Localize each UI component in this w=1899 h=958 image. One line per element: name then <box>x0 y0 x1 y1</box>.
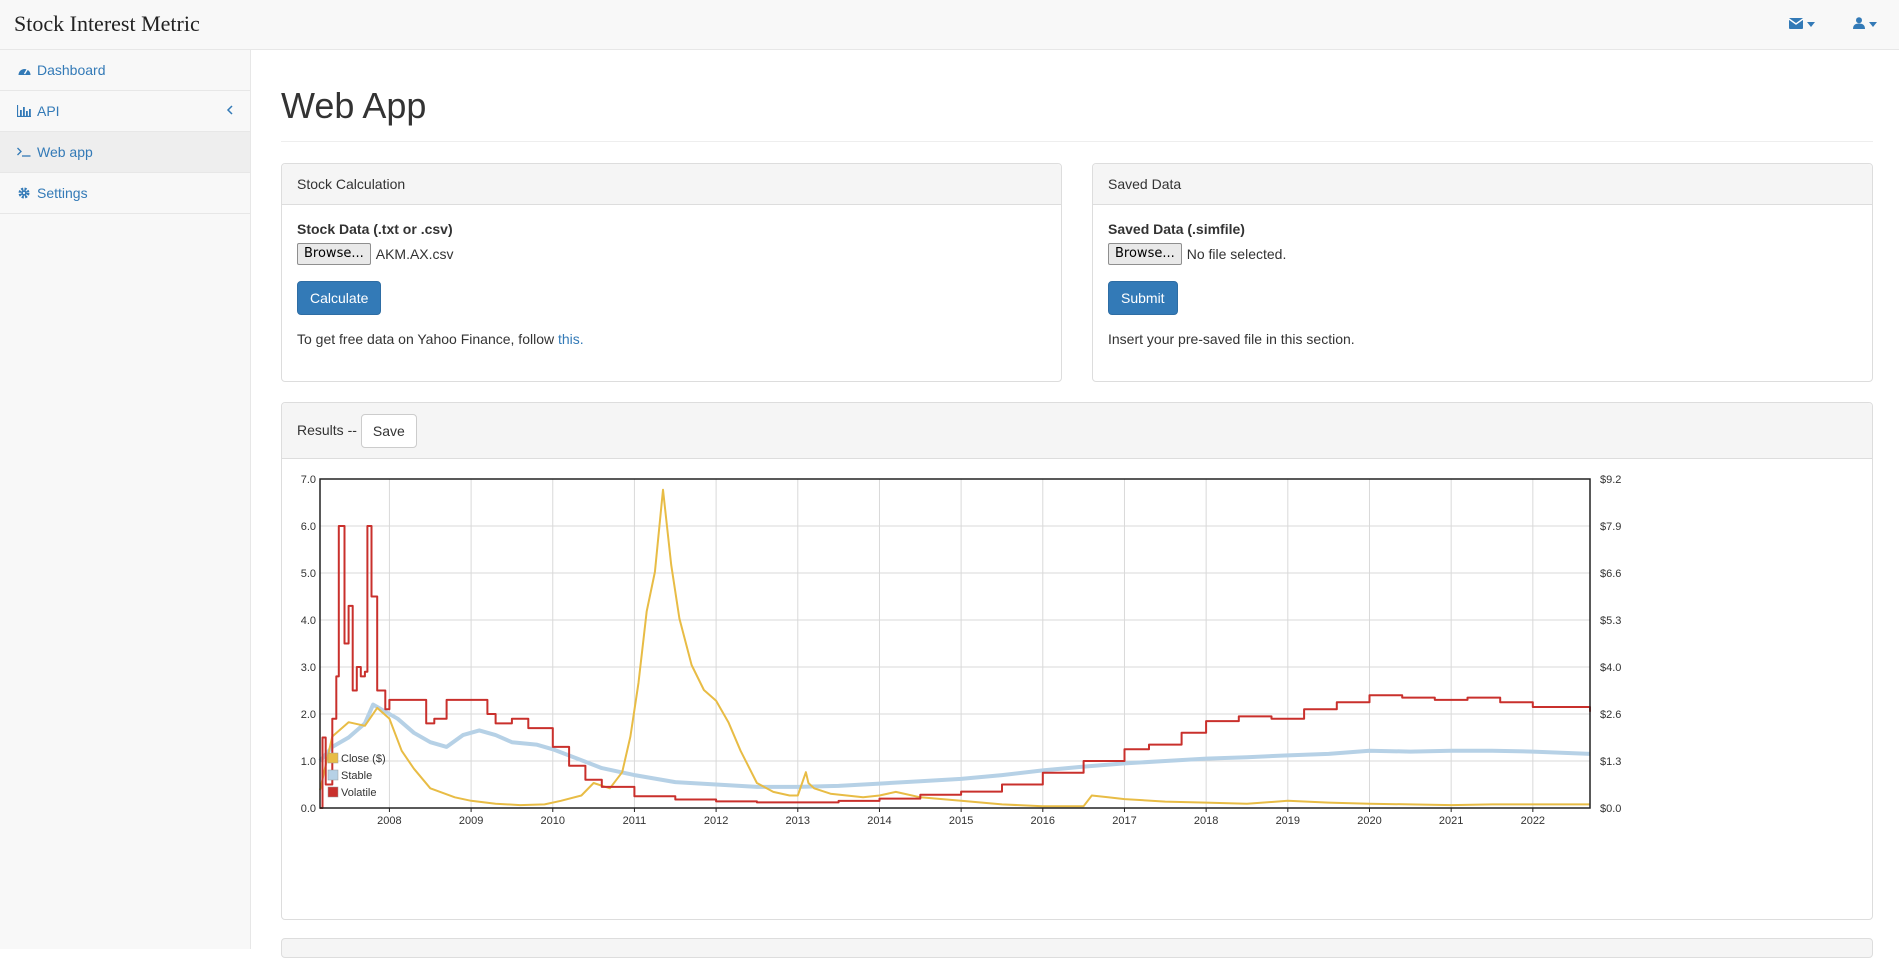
browse-button[interactable]: Browse... <box>1108 243 1182 265</box>
x-tick-label: 2013 <box>786 815 810 827</box>
x-tick-label: 2015 <box>949 815 973 827</box>
x-tick-label: 2016 <box>1031 815 1055 827</box>
user-dropdown[interactable] <box>1853 16 1877 32</box>
saved-file-input[interactable]: Browse... No file selected. <box>1108 243 1857 265</box>
y-left-tick-label: 4.0 <box>301 615 316 627</box>
y-left-tick-label: 3.0 <box>301 662 316 674</box>
y-right-tick-label: $7.9 <box>1600 521 1621 533</box>
legend-swatch <box>327 752 339 764</box>
envelope-icon <box>1788 16 1804 32</box>
save-button[interactable]: Save <box>360 413 417 448</box>
y-left-tick-label: 1.0 <box>301 756 316 768</box>
saved-data-panel: Saved Data Saved Data (.simfile) Browse.… <box>1092 163 1873 382</box>
y-axis-right: $0.0 $1.3 $2.6 $4.0 $5.3 $6.6 $7.9 $9.2 <box>1600 474 1621 815</box>
gear-icon <box>17 186 31 200</box>
stock-data-label: Stock Data (.txt or .csv) <box>297 221 453 237</box>
x-tick-label: 2021 <box>1439 815 1463 827</box>
results-chart: 0.0 1.0 2.0 3.0 4.0 5.0 6.0 7.0 $0.0 $1.3 $2.6 $4.… <box>282 459 1872 919</box>
sidebar: Dashboard API Web app Settings <box>0 50 251 949</box>
x-tick-label: 2019 <box>1276 815 1300 827</box>
y-left-tick-label: 2.0 <box>301 709 316 721</box>
y-right-tick-label: $2.6 <box>1600 709 1621 721</box>
sidebar-item-label: Web app <box>37 144 93 160</box>
chart-legend: Close ($) Stable Volatile <box>327 752 386 799</box>
stock-file-input[interactable]: Browse... AKM.AX.csv <box>297 243 1046 265</box>
chart-grid <box>320 478 1590 809</box>
x-axis: 2008 2009 2010 2011 2012 2013 2014 2015 2016 2017… <box>377 808 1545 827</box>
terminal-icon <box>17 145 31 159</box>
chevron-down-icon <box>1869 21 1877 27</box>
yahoo-finance-link[interactable]: this. <box>558 331 584 347</box>
panel-heading: Saved Data <box>1093 164 1872 205</box>
y-left-tick-label: 5.0 <box>301 568 316 580</box>
selected-file-name: AKM.AX.csv <box>375 246 454 262</box>
x-tick-label: 2012 <box>704 815 728 827</box>
sidebar-item-label: API <box>37 103 60 119</box>
x-tick-label: 2022 <box>1521 815 1545 827</box>
legend-swatch <box>327 769 339 781</box>
selected-file-name: No file selected. <box>1186 246 1287 262</box>
next-panel <box>281 938 1873 958</box>
help-text: Insert your pre-saved file in this secti… <box>1108 331 1355 347</box>
page-title: Web App <box>281 88 1873 142</box>
top-navbar: Stock Interest Metric <box>0 0 1899 50</box>
x-tick-label: 2011 <box>623 815 647 827</box>
y-left-tick-label: 7.0 <box>301 474 316 486</box>
browse-button[interactable]: Browse... <box>297 243 371 265</box>
y-right-tick-label: $6.6 <box>1600 568 1621 580</box>
results-panel: Results -- Save 0.0 1.0 2.0 3.0 4.0 5.0 6.0 7.0… <box>281 402 1873 920</box>
help-text-body: To get free data on Yahoo Finance, follo… <box>297 331 558 347</box>
series-line-volatile <box>320 525 1591 809</box>
legend-label: Stable <box>341 770 372 782</box>
chart-svg: 0.0 1.0 2.0 3.0 4.0 5.0 6.0 7.0 $0.0 $1.3 $2.6 $4.… <box>301 474 1622 827</box>
x-tick-label: 2014 <box>867 815 891 827</box>
chevron-left-icon[interactable] <box>226 103 234 119</box>
chart-series <box>318 488 1591 809</box>
results-title: Results -- <box>297 422 357 438</box>
y-right-tick-label: $0.0 <box>1600 803 1621 815</box>
results-heading: Results -- Save <box>282 403 1872 459</box>
y-left-tick-label: 6.0 <box>301 521 316 533</box>
sidebar-item-settings[interactable]: Settings <box>0 173 250 214</box>
calculate-button[interactable]: Calculate <box>297 281 382 315</box>
panel-heading: Stock Calculation <box>282 164 1061 205</box>
chevron-down-icon <box>1807 21 1815 27</box>
sidebar-item-label: Settings <box>37 185 88 201</box>
stock-calculation-panel: Stock Calculation Stock Data (.txt or .c… <box>281 163 1062 382</box>
series-line-stable <box>318 702 1591 789</box>
dashboard-icon <box>17 63 31 77</box>
legend-label: Close ($) <box>341 753 386 765</box>
y-right-tick-label: $9.2 <box>1600 474 1621 486</box>
y-right-tick-label: $1.3 <box>1600 756 1621 768</box>
messages-dropdown[interactable] <box>1788 16 1815 32</box>
sidebar-item-web-app[interactable]: Web app <box>0 132 250 173</box>
x-tick-label: 2020 <box>1357 815 1381 827</box>
y-right-tick-label: $4.0 <box>1600 662 1621 674</box>
sidebar-item-api[interactable]: API <box>0 91 250 132</box>
submit-button[interactable]: Submit <box>1108 281 1178 315</box>
x-tick-label: 2009 <box>459 815 483 827</box>
y-axis-left: 0.0 1.0 2.0 3.0 4.0 5.0 6.0 7.0 <box>301 474 316 815</box>
legend-label: Volatile <box>341 787 376 799</box>
user-icon <box>1853 16 1865 32</box>
plot-frame <box>319 478 1591 809</box>
legend-swatch <box>327 786 339 798</box>
x-tick-label: 2017 <box>1112 815 1136 827</box>
y-left-tick-label: 0.0 <box>301 803 316 815</box>
series-line-close <box>319 488 1590 808</box>
bar-chart-icon <box>17 104 31 118</box>
main-content: Web App Stock Calculation Stock Data (.t… <box>281 50 1873 920</box>
y-right-tick-label: $5.3 <box>1600 615 1621 627</box>
x-tick-label: 2018 <box>1194 815 1218 827</box>
sidebar-item-dashboard[interactable]: Dashboard <box>0 50 250 91</box>
help-text: To get free data on Yahoo Finance, follo… <box>297 331 1046 347</box>
app-brand[interactable]: Stock Interest Metric <box>14 11 200 36</box>
sidebar-item-label: Dashboard <box>37 62 106 78</box>
x-tick-label: 2008 <box>377 815 401 827</box>
saved-data-label: Saved Data (.simfile) <box>1108 221 1245 237</box>
x-tick-label: 2010 <box>541 815 565 827</box>
